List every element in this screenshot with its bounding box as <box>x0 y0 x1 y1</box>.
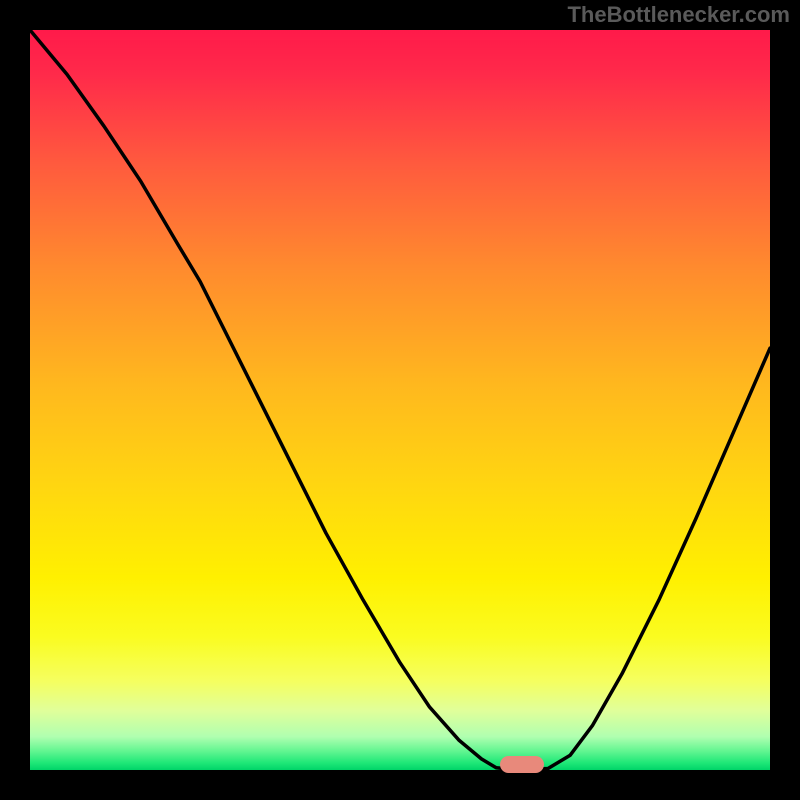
container: TheBottlenecker.com <box>0 0 800 800</box>
optimal-marker <box>500 756 544 773</box>
plot-area <box>30 30 770 770</box>
bottleneck-curve <box>30 30 770 770</box>
watermark-text: TheBottlenecker.com <box>567 2 790 28</box>
